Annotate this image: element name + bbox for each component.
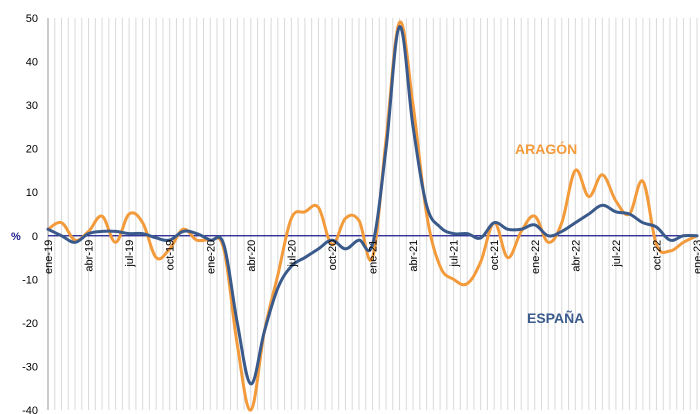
series-line-aragn [46,20,699,412]
y-tick-label: -10 [22,274,38,286]
y-tick-label: 10 [26,187,38,199]
x-tick-label: jul-21 [449,240,461,268]
x-tick-label: ene-19 [43,240,55,274]
y-tick-label: -30 [22,361,38,373]
y-tick-label: 30 [26,100,38,112]
x-tick-label: ene-22 [530,240,542,274]
axis-layer: 50 40 30 20 10 0 -10 -20 -30 -40% [11,13,697,414]
x-tick-label: ene-20 [205,240,217,274]
x-tick-label: abr-19 [84,240,96,272]
x-tick-label: oct-21 [489,240,501,271]
series-line-espaa [46,25,699,386]
y-tick-label: 40 [26,57,38,69]
y-tick-label: 20 [26,144,38,156]
x-tick-label: oct-19 [165,240,177,271]
label-layer: ene-19 abr-19 jul-19 oct-19 ene-20 abr-20 jul-… [43,140,700,326]
x-tick-label: jul-20 [286,240,298,268]
x-tick-label: abr-22 [570,240,582,272]
x-tick-label: oct-22 [651,240,663,271]
y-tick-label: 50 [26,13,38,25]
y-tick-label: -20 [22,318,38,330]
x-tick-label: oct-20 [327,240,339,271]
grid-layer [47,18,698,410]
x-tick-label: jul-19 [124,240,136,268]
series-label-aragon: ARAGÓN [515,140,577,157]
x-tick-label: abr-21 [408,240,420,272]
x-tick-label: ene-21 [368,240,380,274]
series-label-espana: ESPAÑA [527,309,584,326]
y-tick-label: 0 [32,231,38,243]
x-tick-label: ene-23 [692,240,700,274]
y-unit-label: % [11,231,21,243]
y-tick-label: -40 [22,405,38,414]
x-tick-label: abr-20 [246,240,258,272]
series-layer [46,20,699,412]
x-tick-label: jul-22 [611,240,623,268]
